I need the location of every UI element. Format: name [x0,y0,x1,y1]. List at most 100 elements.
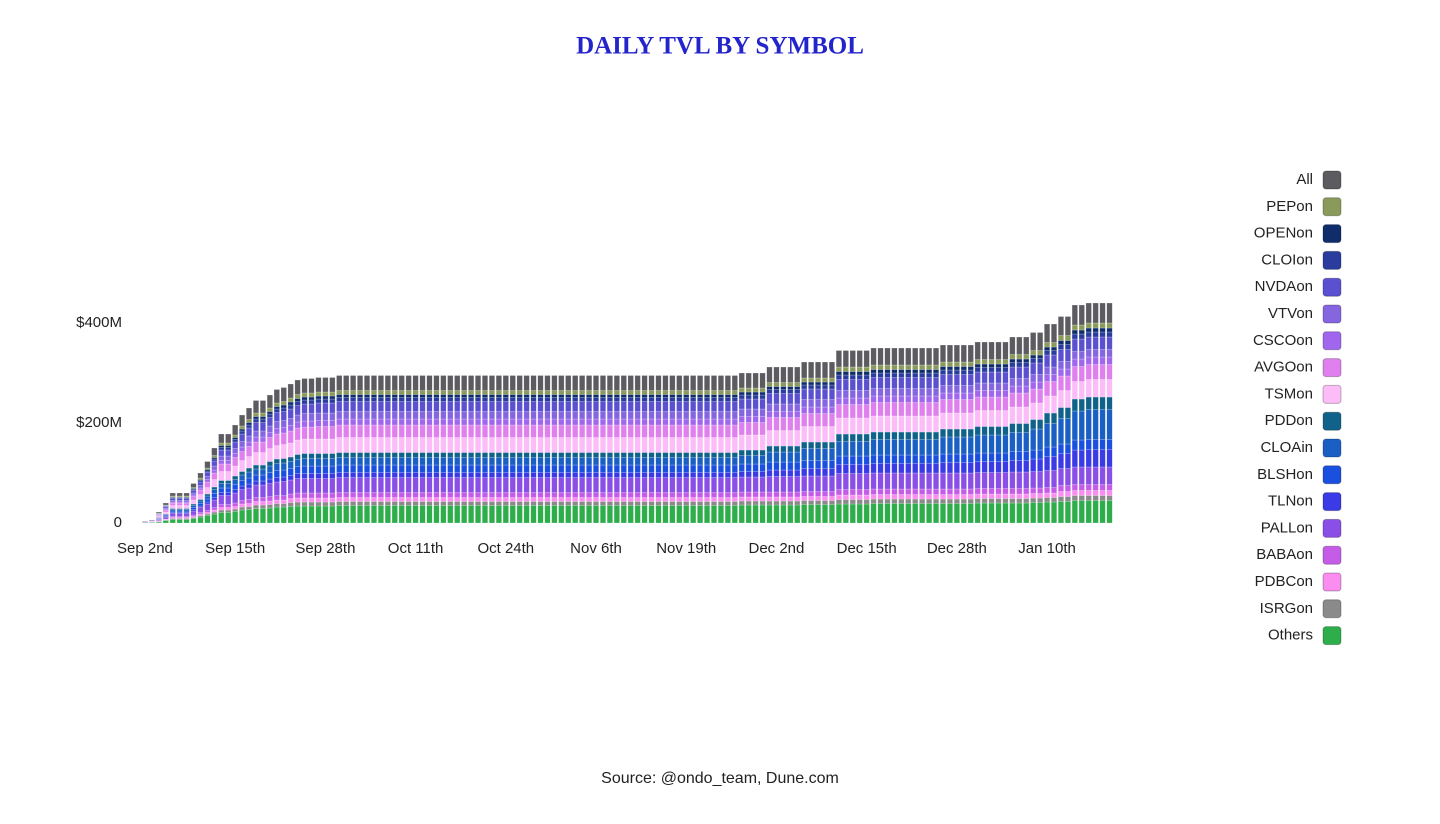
bar-segment [426,437,433,453]
bar-segment [412,501,419,506]
bar-segment [856,379,863,391]
bar-segment [454,497,461,502]
bar-segment [1071,338,1078,352]
bar-segment [856,350,863,368]
bar-segment [280,506,287,524]
bar-segment [891,377,898,389]
bar-segment [447,397,454,402]
bar-segment [315,473,322,479]
bar-segment [981,488,988,495]
bar-segment [239,480,246,487]
bar-segment [946,385,953,394]
bar-segment [752,422,759,436]
bar-segment [253,452,259,466]
bar-segment [488,477,495,493]
bar-segment [946,374,953,386]
bar-segment [364,457,370,466]
bar-segment [364,394,370,398]
bar-segment [690,505,697,524]
bar-segment [822,377,828,383]
bar-segment [1037,388,1044,404]
bar-segment [849,397,856,405]
bar-segment [759,500,766,506]
bar-segment [551,457,558,466]
bar-segment [544,401,551,412]
bar-segment [794,386,801,390]
bar-segment [1051,354,1057,368]
bar-segment [329,458,336,467]
bar-segment [919,498,926,504]
bar-segment [204,472,211,477]
bar-segment [981,390,988,398]
bar-segment [412,418,419,426]
bar-segment [690,411,697,420]
bar-segment [891,347,898,366]
bar-segment [322,453,329,459]
bar-segment [946,428,953,438]
bar-segment [919,402,926,417]
bar-segment [849,441,856,457]
bar-segment [822,496,828,501]
bar-segment [842,433,849,442]
bar-segment [731,375,738,391]
bar-segment [641,497,648,502]
bar-segment [891,494,898,500]
bar-segment [1099,327,1106,333]
bar-segment [655,501,662,506]
bar-segment [634,418,641,426]
bar-segment [884,472,891,490]
bar-segment [815,504,822,524]
bar-segment [495,397,502,402]
bar-segment [169,513,176,517]
bar-segment [530,394,537,398]
bar-segment [468,472,475,478]
bar-segment [329,377,336,393]
bar-segment [1099,495,1106,501]
bar-segment [669,411,676,420]
bar-segment [488,390,495,395]
bar-segment [1071,324,1078,331]
bar-segment [905,395,912,403]
bar-segment [1057,390,1064,408]
bar-segment [1002,410,1009,427]
bar-segment [502,492,509,498]
bar-segment [384,411,391,420]
bar-segment [759,504,766,524]
bar-segment [530,418,537,426]
bar-segment [960,503,967,524]
bar-segment [523,457,530,466]
bar-segment [169,519,176,524]
bar-segment [1023,460,1030,473]
bar-segment [641,437,648,453]
bar-segment [856,503,863,524]
bar-segment [960,494,967,500]
bar-segment [440,477,447,493]
bar-segment [572,497,579,502]
bar-segment [398,492,405,498]
bar-segment [1071,304,1078,326]
bar-segment [940,412,946,430]
bar-segment [197,516,204,524]
bar-segment [905,415,912,433]
bar-segment [426,394,433,398]
bar-segment [537,390,544,395]
bar-segment [704,477,711,493]
bar-segment [606,424,613,438]
bar-segment [1009,336,1016,355]
bar-segment [586,497,593,502]
bar-segment [787,430,794,447]
bar-segment [162,511,169,515]
bar-segment [835,371,842,376]
bar-segment [169,500,176,503]
bar-segment [717,397,724,402]
bar-segment [357,472,364,478]
bar-segment [877,364,884,370]
bar-segment [891,488,898,495]
bar-segment [586,401,593,412]
bar-segment [1064,485,1071,492]
bar-segment [197,485,204,489]
bar-segment [495,497,502,502]
bar-segment [294,405,301,416]
bar-segment [773,496,780,502]
bar-segment [454,472,461,478]
